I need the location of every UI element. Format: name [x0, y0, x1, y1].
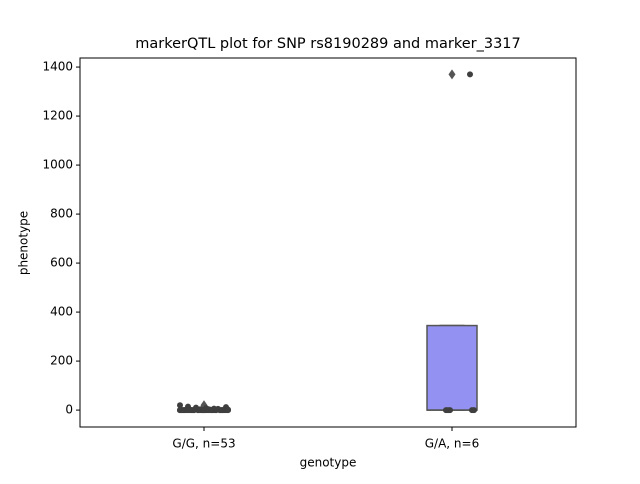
flier — [448, 69, 456, 80]
x-tick-label: G/A, n=6 — [425, 437, 479, 451]
box — [426, 324, 478, 411]
plot-frame — [79, 57, 577, 428]
y-tick-label: 0 — [65, 403, 73, 417]
x-tick-label: G/G, n=53 — [172, 437, 235, 451]
y-axis-label: phenotype — [17, 211, 31, 275]
strip-point — [467, 71, 473, 78]
strip-point — [469, 407, 475, 414]
strip-point — [179, 407, 185, 414]
y-tick-label: 800 — [50, 207, 73, 221]
y-tick-label: 1400 — [42, 60, 73, 74]
strip-point — [177, 402, 183, 409]
strip-point — [225, 407, 231, 414]
chart-title: markerQTL plot for SNP rs8190289 and mar… — [135, 36, 521, 52]
x-axis-label: genotype — [300, 456, 357, 470]
y-tick-label: 400 — [50, 305, 73, 319]
y-tick-label: 600 — [50, 256, 73, 270]
y-tick-label: 1000 — [42, 158, 73, 172]
y-tick-label: 200 — [50, 354, 73, 368]
strip-point — [443, 407, 449, 414]
strip-point — [201, 407, 207, 414]
y-tick-label: 1200 — [42, 109, 73, 123]
